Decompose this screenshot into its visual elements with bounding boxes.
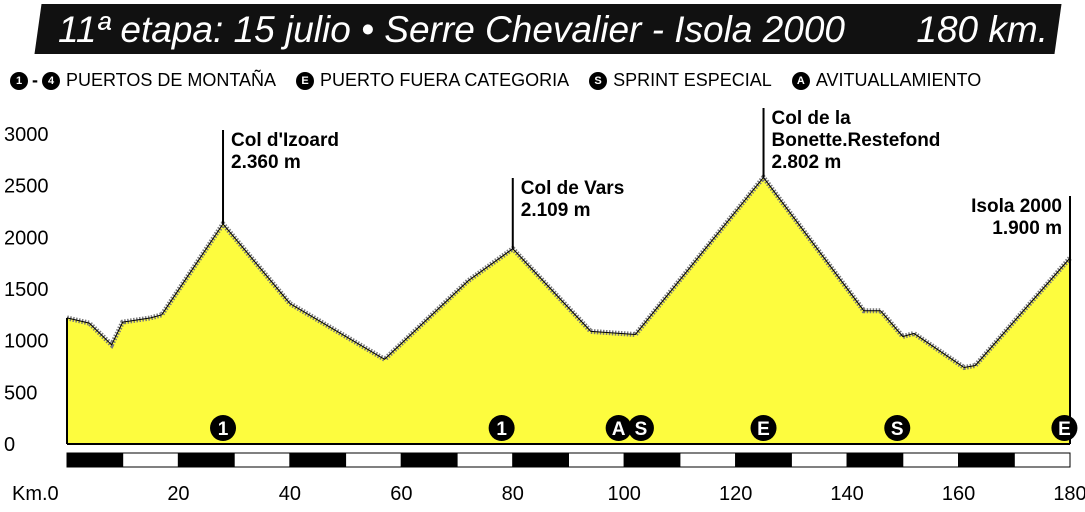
distance-bar-segment [122, 452, 179, 468]
legend-label: SPRINT ESPECIAL [613, 70, 772, 90]
peak-name: Col d'Izoard [231, 130, 339, 151]
marker-s-icon [627, 415, 654, 441]
distance-bar-segment [568, 452, 625, 468]
x-tick-label: 120 [719, 483, 752, 505]
legend: 1 - 4 PUERTOS DE MONTAÑA E PUERTO FUERA … [10, 70, 1001, 91]
legend-label: PUERTO FUERA CATEGORIA [320, 70, 570, 90]
marker-label: 1 [496, 419, 507, 440]
legend-label: AVITUALLAMIENTO [815, 70, 982, 90]
marker-label: E [757, 419, 770, 440]
x-tick-label: 40 [279, 483, 301, 505]
marker-label: E [1058, 419, 1071, 440]
marker-label: 1 [218, 419, 229, 440]
marker-e-icon [1051, 415, 1078, 441]
distance-bar-segment [233, 452, 291, 468]
sprint-icon: S [589, 71, 608, 90]
peak-name: Col de Vars [521, 178, 625, 199]
title-banner-text: 11ª etapa: 15 julio • Serre Chevalier - … [58, 8, 1048, 52]
distance-bar-segment [345, 452, 402, 468]
distance-bar-segment [790, 452, 848, 468]
marker-label: S [635, 419, 648, 440]
x-tick-label: 60 [390, 483, 412, 505]
y-tick-label: 0 [4, 434, 15, 456]
feed-zone-icon: A [791, 71, 810, 90]
distance-bar-segment [958, 452, 1015, 468]
peak-name: Isola 2000 [971, 196, 1062, 217]
x-tick-label: 180 [1053, 483, 1085, 505]
hors-categorie-icon: E [296, 71, 315, 90]
distance-bar-segment [846, 452, 904, 468]
peak-altitude: 2.360 m [231, 152, 301, 173]
stage-distance: 180 km. [916, 9, 1048, 50]
legend-item-hors-categorie: E PUERTO FUERA CATEGORIA [296, 70, 569, 91]
distance-bar-segment [289, 452, 347, 468]
distance-bar-segment [679, 452, 737, 468]
x-tick-label: 20 [167, 483, 189, 505]
marker-s-icon [884, 415, 911, 441]
y-tick-label: 3000 [4, 124, 49, 146]
distance-bar-segment [1013, 452, 1071, 468]
y-tick-label: 1500 [4, 279, 49, 301]
peak-name-line2: Bonette.Restefond [772, 130, 941, 151]
y-tick-label: 1000 [4, 331, 49, 353]
marker-1-icon [488, 415, 515, 441]
legend-item-mountain-passes: 1 - 4 PUERTOS DE MONTAÑA [10, 70, 276, 91]
distance-bar-segment [66, 452, 124, 468]
marker-label: S [891, 419, 904, 440]
distance-bar-segment [400, 452, 458, 468]
y-tick-label: 2000 [4, 227, 49, 249]
distance-bar-segment [623, 452, 681, 468]
legend-item-feed-zone: A AVITUALLAMIENTO [791, 70, 982, 91]
legend-item-sprint: S SPRINT ESPECIAL [589, 70, 772, 91]
x-tick-label: 80 [502, 483, 524, 505]
legend-label: PUERTOS DE MONTAÑA [66, 70, 277, 90]
y-tick-label: 2500 [4, 176, 49, 198]
x-tick-label: 100 [608, 483, 641, 505]
distance-bar-segment [512, 452, 569, 468]
stage-title: 11ª etapa: 15 julio • Serre Chevalier - … [58, 9, 845, 50]
mountain-pass-1-icon: 1 [10, 71, 28, 90]
peak-altitude: 1.900 m [992, 218, 1062, 239]
peak-altitude: 2.802 m [772, 152, 842, 173]
distance-bar-segment [902, 452, 959, 468]
profile-area [67, 177, 1070, 444]
peak-name: Col de la [772, 108, 852, 129]
marker-a-icon [605, 415, 632, 441]
x-tick-label: 160 [942, 483, 975, 505]
distance-bar-segment [735, 452, 792, 468]
marker-1-icon [210, 415, 237, 441]
distance-bar-segment [177, 452, 235, 468]
peak-altitude: 2.109 m [521, 200, 591, 221]
marker-e-icon [750, 415, 777, 441]
x-tick-label: 140 [830, 483, 863, 505]
mountain-pass-4-icon: 4 [42, 71, 60, 90]
y-tick-label: 500 [4, 382, 37, 404]
x-axis-start-label: Km.0 [12, 483, 59, 505]
distance-bar-segment [456, 452, 514, 468]
marker-label: A [612, 419, 626, 440]
